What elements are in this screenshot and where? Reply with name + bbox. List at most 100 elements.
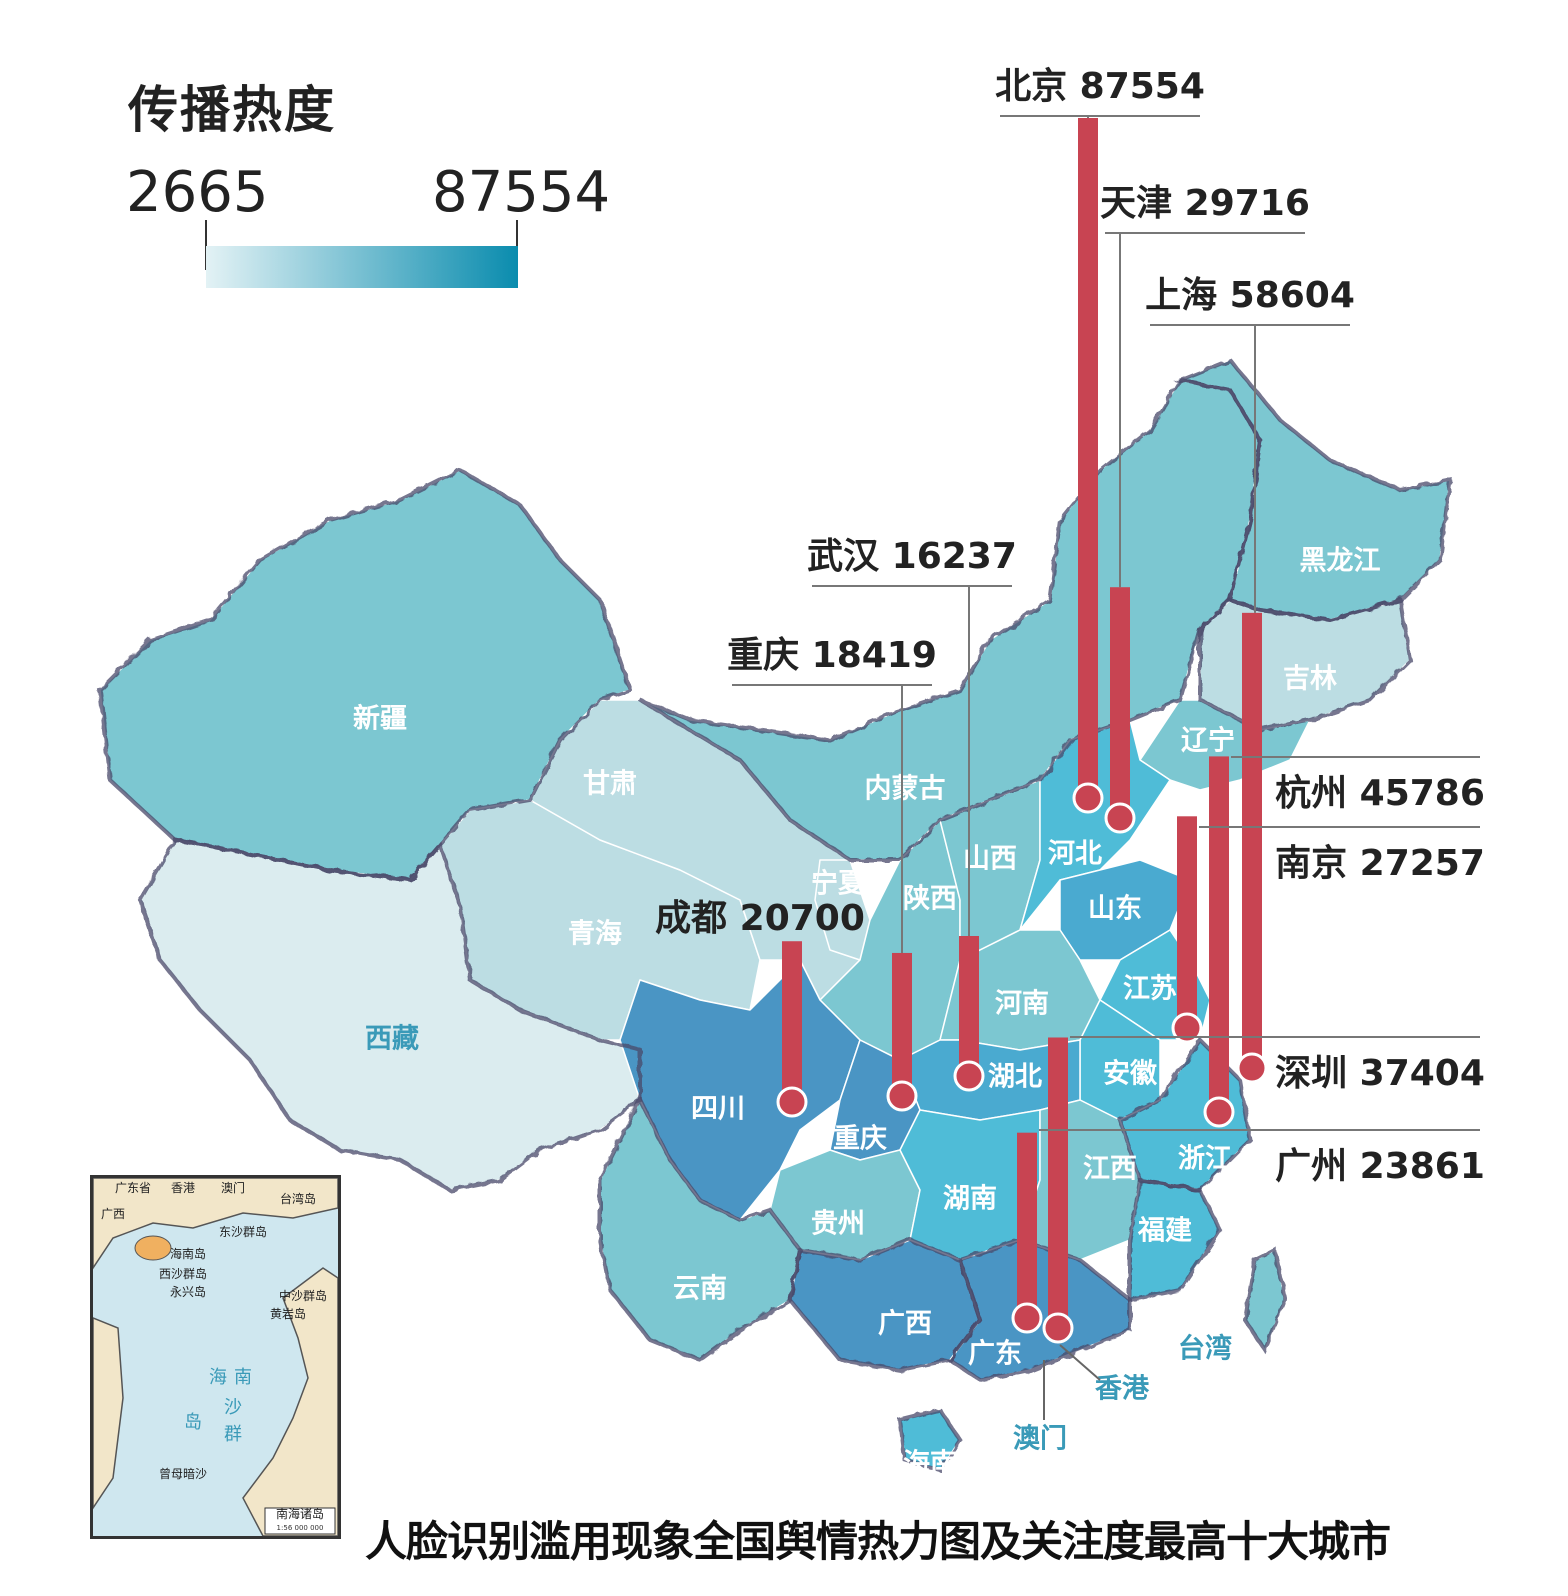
city-dot <box>1171 1012 1203 1044</box>
legend-min-tick <box>205 220 207 270</box>
province-label-taiwan: 台湾 <box>1178 1333 1232 1365</box>
inset-label: 澳门 <box>221 1180 245 1195</box>
border-taiwan <box>1242 1247 1288 1355</box>
inset-label: 广东省 <box>115 1181 151 1195</box>
city-marker-3 <box>953 936 985 1092</box>
inset-label: 西沙群岛 <box>159 1266 207 1281</box>
province-label-jiangxi: 江西 <box>1083 1154 1137 1185</box>
city-bar <box>1242 612 1262 1068</box>
city-dot <box>1104 802 1136 834</box>
province-guangxi <box>789 1239 981 1371</box>
city-label: 重庆 18419 <box>727 635 937 676</box>
hongkong-leader <box>1059 1344 1101 1381</box>
province-label-shanxi: 山西 <box>963 844 1017 875</box>
inset-scale: 1:56 000 000 <box>277 1524 324 1532</box>
city-dot <box>1203 1096 1235 1128</box>
province-label-zhejiang: 浙江 <box>1178 1144 1232 1175</box>
province-label-liaoning: 辽宁 <box>1181 725 1235 757</box>
province-label-aomen: 澳门 <box>1013 1424 1067 1455</box>
city-bar <box>959 936 979 1076</box>
city-dot <box>1011 1302 1043 1334</box>
province-label-heilongjiang: 黑龙江 <box>1300 546 1381 577</box>
province-label-qinghai: 青海 <box>568 919 622 950</box>
province-label-hainan: 海南 <box>903 1449 957 1480</box>
inset-label: 海 <box>209 1367 227 1388</box>
city-bar <box>1048 1037 1068 1328</box>
province-label-hubei: 湖北 <box>988 1062 1042 1093</box>
inset-label: 香港 <box>171 1181 195 1195</box>
city-label: 深圳 37404 <box>1275 1053 1485 1094</box>
inset-mainland <box>93 1178 338 1270</box>
province-label-fujian: 福建 <box>1137 1216 1192 1247</box>
city-bar <box>1177 816 1197 1028</box>
province-label-xizang: 西藏 <box>365 1024 419 1055</box>
inset-label: 曾母暗沙 <box>159 1466 207 1481</box>
inset-title-box <box>264 1507 336 1535</box>
city-label: 广州 23861 <box>1275 1146 1485 1187</box>
province-label-shaanxi: 陕西 <box>903 884 957 915</box>
inset-label: 黄岩岛 <box>270 1306 306 1321</box>
legend-min-value: 2665 <box>126 160 269 225</box>
inset-philippines <box>242 1267 338 1536</box>
city-marker-6 <box>1203 756 1235 1128</box>
city-label: 天津 29716 <box>1100 183 1310 224</box>
province-label-jiangsu: 江苏 <box>1123 974 1177 1005</box>
inset-hainan <box>134 1235 172 1261</box>
legend-title: 传播热度 <box>128 81 336 139</box>
province-label-ningxia: 宁夏 <box>811 868 866 900</box>
border-hainan <box>897 1407 963 1473</box>
city-dot <box>886 1080 918 1112</box>
city-bar <box>1110 587 1130 818</box>
province-label-guangxi: 广西 <box>878 1309 932 1340</box>
province-label-neimenggu: 内蒙古 <box>865 774 946 805</box>
city-bar <box>1209 756 1229 1112</box>
city-marker-7 <box>1171 816 1203 1044</box>
province-label-chongqing: 重庆 <box>833 1123 887 1155</box>
province-label-anhui: 安徽 <box>1103 1059 1158 1090</box>
border-zhejiang <box>1117 1036 1253 1193</box>
city-bar <box>1017 1132 1037 1318</box>
province-label-hebei: 河北 <box>1048 839 1102 870</box>
city-label: 武汉 16237 <box>807 536 1017 577</box>
inset-label: 岛 <box>184 1412 202 1433</box>
border-jilin <box>1198 597 1413 733</box>
city-dot <box>1072 782 1104 814</box>
province-label-hunan: 湖南 <box>943 1184 997 1215</box>
figure-caption: 人脸识别滥用现象全国舆情热力图及关注度最高十大城市 <box>365 1517 1391 1566</box>
province-label-guangdong: 广东 <box>968 1338 1022 1370</box>
city-label: 南京 27257 <box>1275 842 1485 884</box>
inset-west-coast <box>93 1317 124 1510</box>
legend-max-value: 87554 <box>432 160 611 225</box>
city-dot <box>776 1086 808 1118</box>
city-marker-1 <box>1104 587 1136 834</box>
inset-label: 东沙群岛 <box>219 1224 267 1239</box>
city-marker-5 <box>776 941 808 1118</box>
city-marker-8 <box>1042 1037 1074 1344</box>
province-label-guizhou: 贵州 <box>811 1209 865 1240</box>
province-label-sichuan: 四川 <box>691 1094 745 1125</box>
inset-label: 永兴岛 <box>170 1284 206 1299</box>
inset-label: 南海诸岛 <box>276 1506 324 1521</box>
legend-max-tick <box>516 220 518 270</box>
inset-label: 群 <box>224 1424 242 1445</box>
city-label: 杭州 45786 <box>1275 772 1485 814</box>
city-dot <box>953 1060 985 1092</box>
province-label-xinjiang: 新疆 <box>353 703 407 735</box>
city-marker-9 <box>1011 1132 1043 1334</box>
inset-label: 台湾岛 <box>280 1191 316 1206</box>
province-label-shandong: 山东 <box>1088 893 1142 925</box>
south-china-sea-inset: 台湾岛 东沙群岛 海南岛 西沙群岛 中沙群岛 永兴岛 黄岩岛海南沙群 岛曾母暗沙 南海诸岛 广东省… <box>90 1175 341 1539</box>
inset-label: 南 <box>234 1367 252 1388</box>
inset-label: 广西 <box>101 1207 125 1221</box>
city-label: 成都 20700 <box>655 898 865 939</box>
inset-label: 中沙群岛 <box>279 1288 327 1303</box>
province-label-jilin: 吉林 <box>1283 664 1337 695</box>
city-bar <box>782 941 802 1102</box>
city-label: 上海 58604 <box>1145 275 1355 316</box>
city-marker-2 <box>1236 612 1268 1084</box>
city-dot <box>1236 1052 1268 1084</box>
city-label: 北京 87554 <box>995 65 1205 107</box>
